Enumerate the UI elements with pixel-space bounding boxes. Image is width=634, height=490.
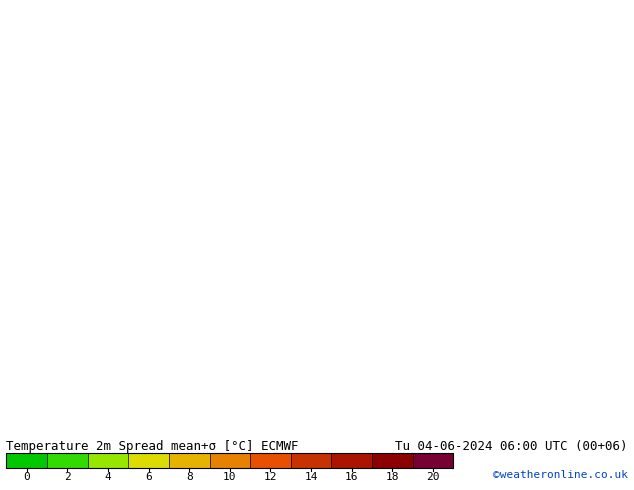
Bar [291,453,332,468]
Text: 2: 2 [64,472,70,482]
Bar [6,453,453,468]
Text: 0: 0 [23,472,30,482]
Bar [209,453,250,468]
Text: ©weatheronline.co.uk: ©weatheronline.co.uk [493,470,628,481]
Bar [250,453,291,468]
Bar [413,453,453,468]
Text: Tu 04-06-2024 06:00 UTC (00+06): Tu 04-06-2024 06:00 UTC (00+06) [395,440,628,453]
Text: 12: 12 [264,472,277,482]
Bar [332,453,372,468]
Text: 6: 6 [145,472,152,482]
Bar [169,453,209,468]
Bar [87,453,128,468]
Text: 20: 20 [426,472,440,482]
Bar [372,453,413,468]
Text: 4: 4 [105,472,112,482]
Text: 10: 10 [223,472,236,482]
Text: 18: 18 [385,472,399,482]
Bar [47,453,87,468]
Text: Temperature 2m Spread mean+σ [°C] ECMWF: Temperature 2m Spread mean+σ [°C] ECMWF [6,440,299,453]
Text: 16: 16 [345,472,358,482]
Text: 14: 14 [304,472,318,482]
Text: 8: 8 [186,472,193,482]
Bar [6,453,47,468]
Bar [128,453,169,468]
